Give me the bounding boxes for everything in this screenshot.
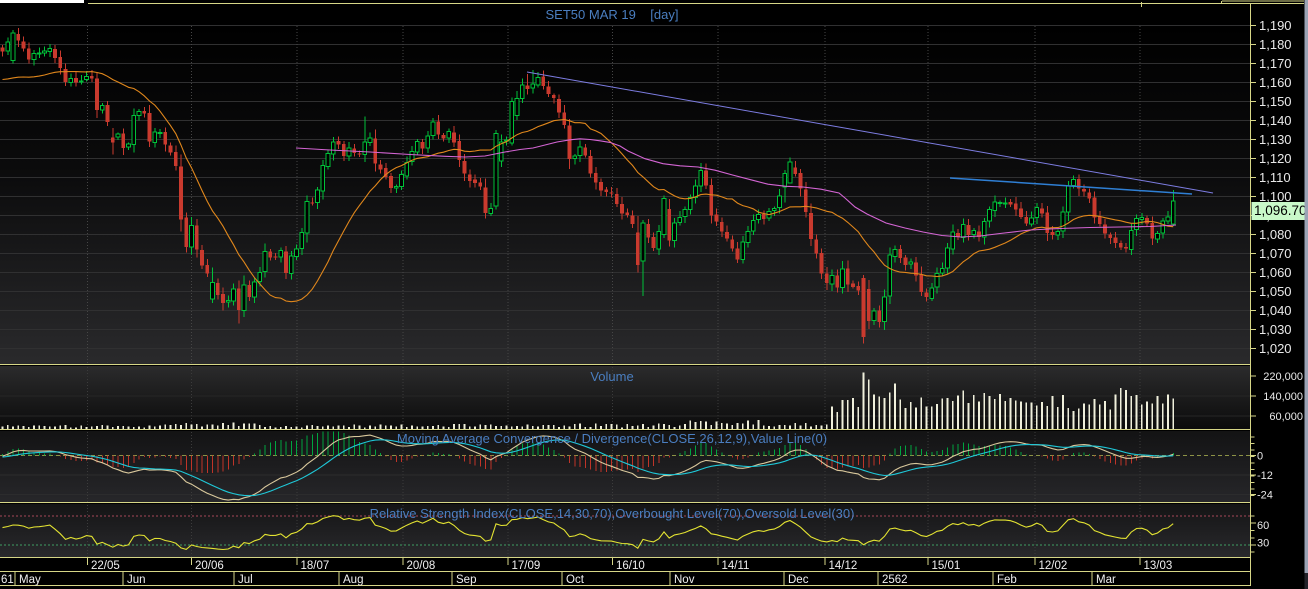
svg-text:Jul: Jul — [238, 574, 253, 586]
svg-text:13/03: 13/03 — [1144, 560, 1173, 572]
svg-text:12/02: 12/02 — [1039, 560, 1068, 572]
svg-text:1,080: 1,080 — [1259, 227, 1292, 242]
svg-text:Jun: Jun — [127, 574, 146, 586]
svg-text:18/07: 18/07 — [301, 560, 330, 572]
svg-text:1,050: 1,050 — [1259, 284, 1292, 299]
svg-text:May: May — [19, 574, 41, 586]
svg-text:22/05: 22/05 — [91, 560, 120, 572]
svg-text:2562: 2562 — [882, 574, 908, 586]
svg-text:15/01: 15/01 — [932, 560, 961, 572]
svg-text:Relative Strength Index(CLOSE,: Relative Strength Index(CLOSE,14,30,70),… — [370, 506, 855, 521]
svg-text:Oct: Oct — [566, 574, 585, 586]
svg-text:Feb: Feb — [997, 574, 1017, 586]
svg-text:1,020: 1,020 — [1259, 341, 1292, 356]
svg-text:1,180: 1,180 — [1259, 37, 1292, 52]
svg-text:14/12: 14/12 — [829, 560, 858, 572]
svg-text:SET50 MAR 19 [day]: SET50 MAR 19 [day] — [546, 7, 679, 22]
svg-text:1,170: 1,170 — [1259, 56, 1292, 71]
svg-text:1,096.70: 1,096.70 — [1254, 203, 1307, 218]
svg-text:17/09: 17/09 — [512, 560, 541, 572]
svg-text:20/08: 20/08 — [407, 560, 436, 572]
svg-text:1,150: 1,150 — [1259, 94, 1292, 109]
svg-text:1,160: 1,160 — [1259, 75, 1292, 90]
svg-text:16/10: 16/10 — [616, 560, 645, 572]
svg-text:1,130: 1,130 — [1259, 132, 1292, 147]
svg-text:1,040: 1,040 — [1259, 303, 1292, 318]
svg-text:Nov: Nov — [674, 574, 695, 586]
svg-text:-12: -12 — [1257, 470, 1273, 482]
svg-text:0: 0 — [1257, 451, 1263, 463]
svg-text:30: 30 — [1257, 538, 1269, 550]
svg-text:Moving Average Convergence / D: Moving Average Convergence / Divergence(… — [397, 431, 827, 446]
svg-text:1,060: 1,060 — [1259, 265, 1292, 280]
svg-text:20/06: 20/06 — [195, 560, 224, 572]
svg-text:14/11: 14/11 — [722, 560, 750, 572]
svg-text:60: 60 — [1257, 520, 1269, 532]
svg-text:Aug: Aug — [343, 574, 363, 586]
svg-text:1,140: 1,140 — [1259, 113, 1292, 128]
svg-text:220,000: 220,000 — [1263, 371, 1303, 383]
svg-text:Mar: Mar — [1096, 574, 1116, 586]
svg-text:140,000: 140,000 — [1263, 391, 1303, 403]
svg-text:Volume: Volume — [590, 369, 633, 384]
svg-text:61: 61 — [1, 574, 14, 586]
svg-text:1,030: 1,030 — [1259, 322, 1292, 337]
svg-text:1,120: 1,120 — [1259, 151, 1292, 166]
svg-text:1,190: 1,190 — [1259, 18, 1292, 33]
svg-text:Sep: Sep — [456, 574, 476, 586]
svg-text:Dec: Dec — [788, 574, 809, 586]
svg-text:60,000: 60,000 — [1269, 411, 1303, 423]
svg-text:-24: -24 — [1257, 490, 1273, 502]
svg-text:1,070: 1,070 — [1259, 246, 1292, 261]
svg-text:1,110: 1,110 — [1259, 170, 1291, 185]
svg-text:1,100: 1,100 — [1259, 189, 1292, 204]
